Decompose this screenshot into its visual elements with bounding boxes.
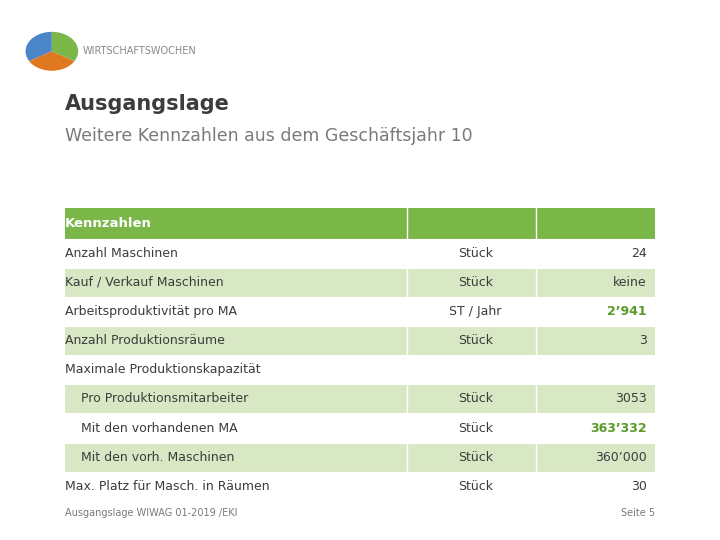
Text: Anzahl Maschinen: Anzahl Maschinen <box>65 247 178 260</box>
Text: Ausgangslage WIWAG 01-2019 /EKI: Ausgangslage WIWAG 01-2019 /EKI <box>65 508 238 518</box>
FancyBboxPatch shape <box>65 208 655 239</box>
Text: 2’941: 2’941 <box>607 305 647 318</box>
Text: Ausgangslage: Ausgangslage <box>65 94 230 114</box>
Text: Stück: Stück <box>458 247 492 260</box>
Text: ST / Jahr: ST / Jahr <box>449 305 501 318</box>
Text: Mit den vorh. Maschinen: Mit den vorh. Maschinen <box>65 451 234 464</box>
Text: Mit den vorhandenen MA: Mit den vorhandenen MA <box>65 422 238 435</box>
Wedge shape <box>52 31 79 62</box>
Text: Stück: Stück <box>458 334 492 347</box>
FancyBboxPatch shape <box>65 268 655 297</box>
Text: Stück: Stück <box>458 451 492 464</box>
FancyBboxPatch shape <box>65 384 655 414</box>
Text: Kennzahlen: Kennzahlen <box>65 217 152 230</box>
Text: Kauf / Verkauf Maschinen: Kauf / Verkauf Maschinen <box>65 276 223 289</box>
Text: 363’332: 363’332 <box>590 422 647 435</box>
Text: 24: 24 <box>631 247 647 260</box>
Text: Maximale Produktionskapazität: Maximale Produktionskapazität <box>65 363 261 376</box>
FancyBboxPatch shape <box>65 443 655 472</box>
Text: Anzahl Produktionsräume: Anzahl Produktionsräume <box>65 334 225 347</box>
Text: 30: 30 <box>631 480 647 493</box>
Text: 3053: 3053 <box>615 393 647 406</box>
FancyBboxPatch shape <box>65 326 655 355</box>
Text: Stück: Stück <box>458 276 492 289</box>
Text: Weitere Kennzahlen aus dem Geschäftsjahr 10: Weitere Kennzahlen aus dem Geschäftsjahr… <box>65 127 472 145</box>
Wedge shape <box>28 51 76 72</box>
Text: 360’000: 360’000 <box>595 451 647 464</box>
Text: Stück: Stück <box>458 480 492 493</box>
Text: Pro Produktionsmitarbeiter: Pro Produktionsmitarbeiter <box>65 393 248 406</box>
Text: Stück: Stück <box>458 422 492 435</box>
Text: 3: 3 <box>639 334 647 347</box>
Text: Max. Platz für Masch. in Räumen: Max. Platz für Masch. in Räumen <box>65 480 269 493</box>
Text: Arbeitsproduktivität pro MA: Arbeitsproduktivität pro MA <box>65 305 237 318</box>
Text: WIRTSCHAFTSWOCHEN: WIRTSCHAFTSWOCHEN <box>83 46 197 56</box>
Text: Stück: Stück <box>458 393 492 406</box>
Wedge shape <box>24 31 52 62</box>
Text: Seite 5: Seite 5 <box>621 508 655 518</box>
Text: keine: keine <box>613 276 647 289</box>
